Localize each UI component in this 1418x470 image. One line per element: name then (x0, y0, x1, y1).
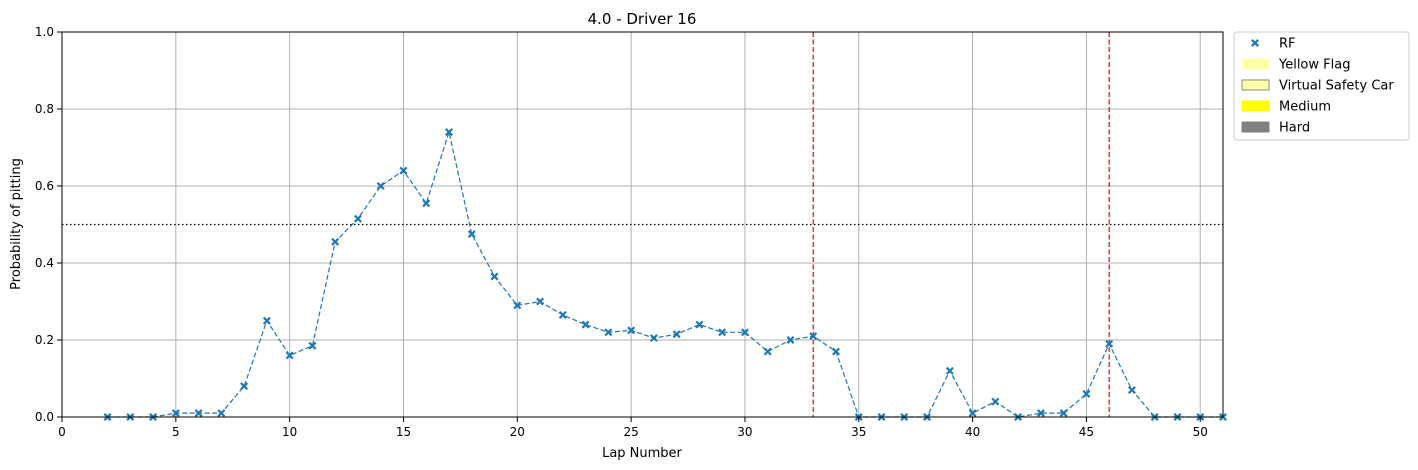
data-point (467, 230, 476, 239)
reference-lines (62, 32, 1223, 417)
y-tick-label: 0.8 (35, 102, 54, 116)
legend-label: Hard (1279, 121, 1310, 136)
y-tick-label: 0.6 (35, 179, 54, 193)
x-tick-label: 5 (172, 425, 180, 439)
x-axis-label: Lap Number (602, 446, 682, 461)
data-point (399, 166, 408, 175)
x-tick-label: 35 (851, 425, 866, 439)
data-point (262, 316, 271, 325)
chart-title: 4.0 - Driver 16 (588, 10, 697, 28)
legend-swatch (1241, 100, 1270, 112)
legend-label: Yellow Flag (1278, 58, 1350, 73)
x-tick-label: 40 (965, 425, 980, 439)
y-tick-label: 1.0 (35, 25, 54, 39)
legend-swatch (1241, 121, 1270, 133)
data-point (740, 328, 749, 337)
data-point (672, 330, 681, 339)
data-point (763, 347, 772, 356)
data-point (171, 409, 180, 418)
data-point (604, 328, 613, 337)
data-point (649, 334, 658, 343)
x-tick-label: 0 (58, 425, 66, 439)
x-tick-label: 15 (396, 425, 411, 439)
y-axis-ticks: 0.0 0.2 0.4 0.6 0.8 1.0 (35, 25, 62, 424)
data-point (490, 272, 499, 281)
data-point (1059, 409, 1068, 418)
legend-label: Medium (1279, 100, 1331, 115)
data-point (718, 328, 727, 337)
data-point (695, 320, 704, 329)
x-tick-label: 25 (623, 425, 638, 439)
data-point (809, 332, 818, 341)
x-tick-label: 10 (282, 425, 297, 439)
x-tick-label: 45 (1079, 425, 1094, 439)
data-point (331, 237, 340, 246)
data-point (308, 341, 317, 350)
legend-label: RF (1279, 37, 1296, 52)
data-point (627, 326, 636, 335)
legend-swatch (1241, 79, 1270, 91)
data-point (1105, 339, 1114, 348)
data-point (832, 347, 840, 356)
y-axis-label: Probability of pitting (9, 158, 24, 290)
data-point (786, 336, 795, 344)
data-point (558, 310, 567, 319)
y-tick-label: 0.0 (35, 410, 54, 424)
x-tick-label: 30 (737, 425, 752, 439)
plot-frame (61, 31, 1224, 418)
y-tick-label: 0.2 (35, 333, 54, 347)
data-point (445, 128, 453, 137)
legend-swatch (1241, 58, 1270, 70)
data-point (1127, 386, 1136, 395)
data-point (968, 409, 977, 418)
series-line (107, 129, 1223, 418)
data-point (581, 320, 590, 329)
data-point (945, 366, 954, 375)
data-point (285, 351, 294, 360)
x-tick-label: 50 (1193, 425, 1208, 439)
data-point (353, 214, 362, 223)
legend: RF Yellow Flag Virtual Safety Car Medium Har… (1233, 31, 1410, 141)
data-point (513, 301, 522, 310)
legend-frame (1233, 31, 1410, 141)
y-tick-label: 0.4 (35, 256, 54, 270)
data-point (1036, 409, 1045, 418)
data-point (240, 382, 249, 391)
data-point (536, 297, 545, 306)
x-tick-label: 20 (510, 425, 525, 439)
data-point (422, 199, 431, 208)
data-point (991, 397, 1000, 406)
legend-label: Virtual Safety Car (1279, 79, 1394, 94)
x-axis-ticks: 0 5 10 15 20 25 30 35 40 45 50 (58, 417, 1208, 439)
data-point (1082, 389, 1091, 398)
data-point (376, 182, 385, 190)
data-point (194, 409, 203, 418)
data-point (217, 409, 226, 418)
legend-marker-rf (1251, 39, 1259, 47)
